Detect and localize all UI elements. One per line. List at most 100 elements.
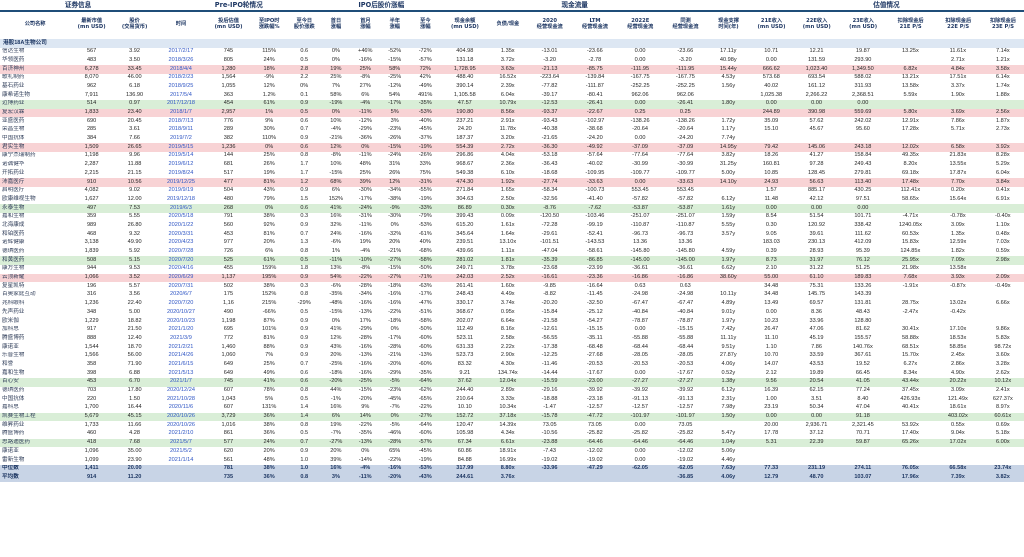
value-cell: 60.53x (901, 230, 919, 237)
value-cell: 553.45 (676, 187, 694, 194)
value-cell: -32% (388, 230, 402, 237)
value-cell: 9.53 (129, 265, 141, 272)
value-cell: 95.60 (855, 126, 870, 133)
value-cell: 962 (86, 82, 97, 89)
value-cell: 390.98 (793, 108, 840, 118)
column-header: 2022E 经营现金流 (627, 18, 654, 30)
company-name-cell: 欧康维视生物 (2, 195, 36, 202)
value-cell: 3.37x (951, 82, 965, 89)
value-cell: 6,278 (70, 65, 114, 74)
column-header: 半年 涨幅 (389, 18, 400, 30)
value-cell: 101.71 (854, 213, 872, 220)
value-cell: -15% (388, 265, 402, 272)
value-cell: 0.55x (951, 421, 965, 428)
value-cell: 111.62 (854, 230, 872, 237)
value-cell: -15.15 (677, 326, 694, 333)
value-cell: 3.93x (934, 273, 982, 283)
value-cell: -36.61 (632, 265, 649, 272)
value-cell: 2.72x (488, 143, 527, 152)
value-cell: -27% (409, 412, 442, 422)
value-cell: 65% (389, 447, 401, 454)
table-row: 凯赛生物工程 5,679 45.15 2020/10/26 3,729 36% 1.4 6% 1… (0, 412, 1024, 422)
value-cell: 19% (263, 169, 275, 176)
value-cell: 124.85x (900, 248, 921, 255)
date-cell: 2020/10/27 (166, 308, 195, 315)
value-cell: 0.9 (287, 99, 322, 109)
value-cell: 23.19 (764, 404, 779, 411)
value-cell: 73.05 (542, 421, 557, 428)
value-cell: -23.68 (541, 265, 558, 272)
value-cell: 0.00 (634, 135, 646, 142)
value-cell: 120.92 (807, 221, 826, 228)
value-cell: 37.45x (901, 387, 919, 394)
value-cell: -29.61 (541, 230, 558, 237)
value-cell: 430.25 (854, 187, 872, 194)
value-cell: 10.23 (764, 317, 779, 324)
value-cell: -15.84 (541, 308, 558, 315)
value-cell: -11% (358, 221, 372, 228)
value-cell: 48.43 (855, 308, 870, 315)
value-cell: 1.2% (262, 91, 276, 98)
value-cell: 382 (223, 135, 234, 142)
value-cell: 25% (263, 360, 275, 367)
value-cell: 317.99 (441, 464, 489, 474)
value-cell: 38% (263, 213, 275, 220)
value-cell: -33.63 (572, 178, 618, 187)
value-cell: 0.00 (765, 56, 777, 63)
value-cell: 504 (223, 187, 234, 194)
value-cell (708, 91, 749, 100)
value-cell: 454 (205, 99, 252, 109)
value-cell: 81% (251, 178, 288, 187)
value-cell: -29% (388, 369, 402, 376)
value-cell: 26% (389, 169, 401, 176)
value-cell (707, 108, 749, 118)
value-cell: 0.8 (300, 387, 309, 394)
value-cell: -26% (418, 152, 432, 159)
value-cell: -65% (418, 395, 432, 402)
value-cell: -35.39 (527, 256, 573, 265)
value-cell: 8.97x (995, 404, 1010, 411)
value-cell: 17.11y (720, 48, 737, 55)
value-cell: -38% (388, 195, 402, 202)
table-row: 基石药业 962 6.18 2018/9/25 1,055 12% 0% 7% 27% -12% -… (0, 82, 1024, 91)
date-cell: 2021/1/7 (156, 377, 206, 387)
value-cell: 4.59y (721, 248, 736, 255)
value-cell: 615.20 (456, 221, 474, 228)
value-cell: -35% (329, 291, 343, 298)
value-cell: -51% (418, 308, 432, 315)
value-cell: 745 (223, 48, 234, 55)
value-cell: -49.92 (572, 143, 618, 152)
value-cell: -50% (418, 326, 432, 333)
value-cell: -10.56 (541, 430, 558, 437)
value-cell: 18.82 (127, 317, 142, 324)
value-cell: 274.11 (839, 464, 887, 474)
value-cell: 345.64 (456, 230, 474, 237)
value-cell: -17% (358, 195, 372, 202)
date-cell: 2020/7/31 (168, 282, 194, 289)
value-cell: -16.61 (527, 273, 573, 283)
value-cell: 1.90x (951, 91, 965, 98)
company-name-cell: 诺诚健华 (2, 161, 25, 168)
value-cell: -138.26 (675, 117, 695, 124)
value-cell: -58% (409, 256, 442, 265)
value-cell: 0.00 (617, 99, 663, 109)
value-cell: 703 (86, 387, 97, 394)
company-name-cell: 中国抗体 (2, 395, 25, 402)
value-cell: 0.8 (300, 152, 309, 159)
value-cell: 0.9 (300, 135, 309, 142)
value-cell: 0.6 (300, 369, 309, 376)
value-cell: 12.02x (886, 143, 935, 152)
value-cell: 33% (419, 161, 431, 168)
company-name-cell: 雷新生物 (2, 456, 25, 463)
value-cell: 1.35x (500, 48, 515, 55)
value-cell: 195% (251, 273, 288, 283)
value-cell: -12.53 (527, 99, 573, 109)
value-cell: 121.49x (947, 395, 968, 402)
value-cell: 1.4 (300, 404, 309, 411)
value-cell: 426.93x (900, 395, 921, 402)
value-cell: 8.16x (500, 326, 515, 333)
value-cell: 71.90 (127, 360, 142, 367)
value-cell: 2.41x (995, 387, 1010, 394)
value-cell: 79.42 (748, 143, 794, 152)
value-cell: 16% (330, 404, 342, 411)
